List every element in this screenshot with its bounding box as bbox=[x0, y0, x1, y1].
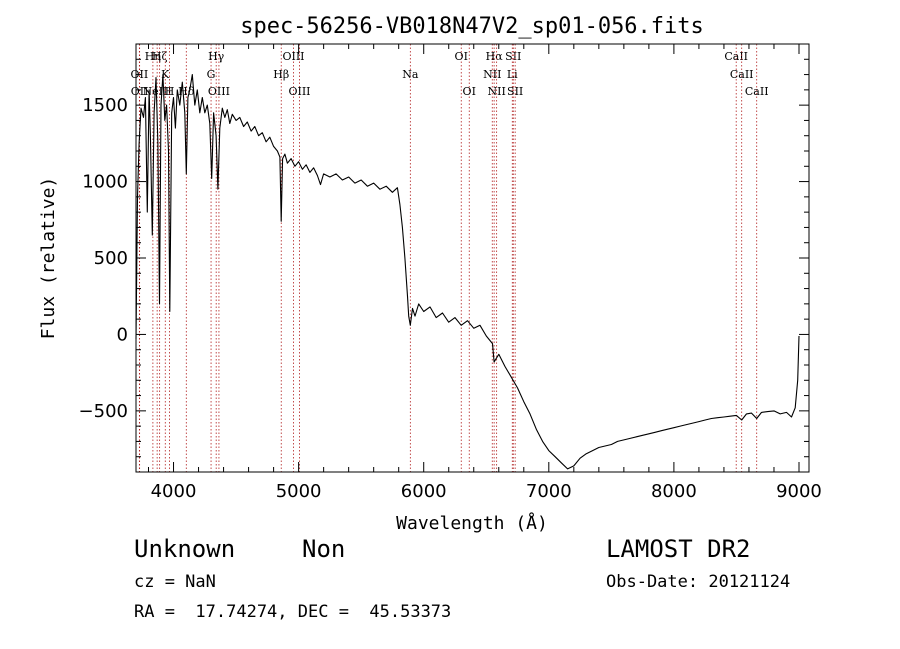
spectral-line-label: Hα bbox=[486, 50, 504, 63]
spectral-line-label: H bbox=[165, 85, 175, 98]
obs-date: Obs-Date: 20121124 bbox=[606, 572, 791, 592]
x-tick-label: 4000 bbox=[151, 481, 197, 502]
spectral-line-label: SII bbox=[507, 85, 523, 98]
x-tick-label: 7000 bbox=[526, 481, 572, 502]
spectral-line-label: Hζ bbox=[152, 50, 168, 63]
spectral-line-label: OI bbox=[455, 50, 468, 63]
spectral-line-label: CaII bbox=[745, 85, 769, 98]
x-tick-label: 6000 bbox=[401, 481, 447, 502]
spectral-line-label: Hγ bbox=[208, 50, 225, 63]
spectral-line-label: NII bbox=[483, 68, 501, 81]
chart-title: spec-56256-VB018N47V2_sp01-056.fits bbox=[240, 14, 704, 39]
object-subclass: Non bbox=[302, 535, 346, 563]
coordinates: RA = 17.74274, DEC = 45.53373 bbox=[134, 602, 452, 622]
spectral-line-label: G bbox=[207, 68, 216, 81]
spectral-line-label: NeIII bbox=[143, 85, 172, 98]
spectral-line-label: Li bbox=[507, 68, 518, 81]
spectral-line-label: K bbox=[161, 68, 170, 81]
spectral-line-label: SII bbox=[505, 50, 521, 63]
x-tick-label: 8000 bbox=[651, 481, 697, 502]
spectral-line-label: Hβ bbox=[273, 68, 289, 81]
spectral-line-label: CaII bbox=[730, 68, 754, 81]
spectral-line-label: NII bbox=[487, 85, 505, 98]
spectrum-series-line bbox=[135, 74, 800, 470]
y-tick-label: 0 bbox=[117, 324, 128, 345]
x-axis-label: Wavelength (Å) bbox=[396, 512, 548, 534]
spectral-line-label: OIII bbox=[282, 50, 304, 63]
spectral-line-markers: OIIOIIHηNeIIIHζKHHδGHγOIIIHβOIIIOIIINaOI… bbox=[131, 44, 769, 472]
plot-frame bbox=[135, 43, 810, 473]
spectral-line-label: OIII bbox=[288, 85, 310, 98]
spectral-line-label: Na bbox=[402, 68, 419, 81]
y-tick-label: 500 bbox=[94, 248, 128, 269]
object-class: Unknown bbox=[134, 535, 236, 563]
y-tick-label: 1500 bbox=[82, 95, 128, 116]
spectral-line-label: OII bbox=[131, 85, 149, 98]
axis-ticks: 4000 5000 6000 7000 8000 9000 −500 0 500 1000 1500 bbox=[79, 44, 822, 502]
spectral-line-label: CaII bbox=[724, 50, 748, 63]
y-axis-label: Flux (relative) bbox=[38, 177, 59, 340]
spectral-line-label: OIII bbox=[208, 85, 230, 98]
y-tick-label: 1000 bbox=[82, 172, 128, 193]
spectral-line-label: Hη bbox=[145, 50, 161, 63]
x-tick-label: 5000 bbox=[276, 481, 322, 502]
spectral-line-label: OI bbox=[463, 85, 476, 98]
x-tick-label: 9000 bbox=[776, 481, 822, 502]
redshift-cz: cz = NaN bbox=[134, 572, 216, 592]
survey-name: LAMOST DR2 bbox=[606, 535, 751, 563]
y-tick-label: −500 bbox=[79, 401, 128, 422]
